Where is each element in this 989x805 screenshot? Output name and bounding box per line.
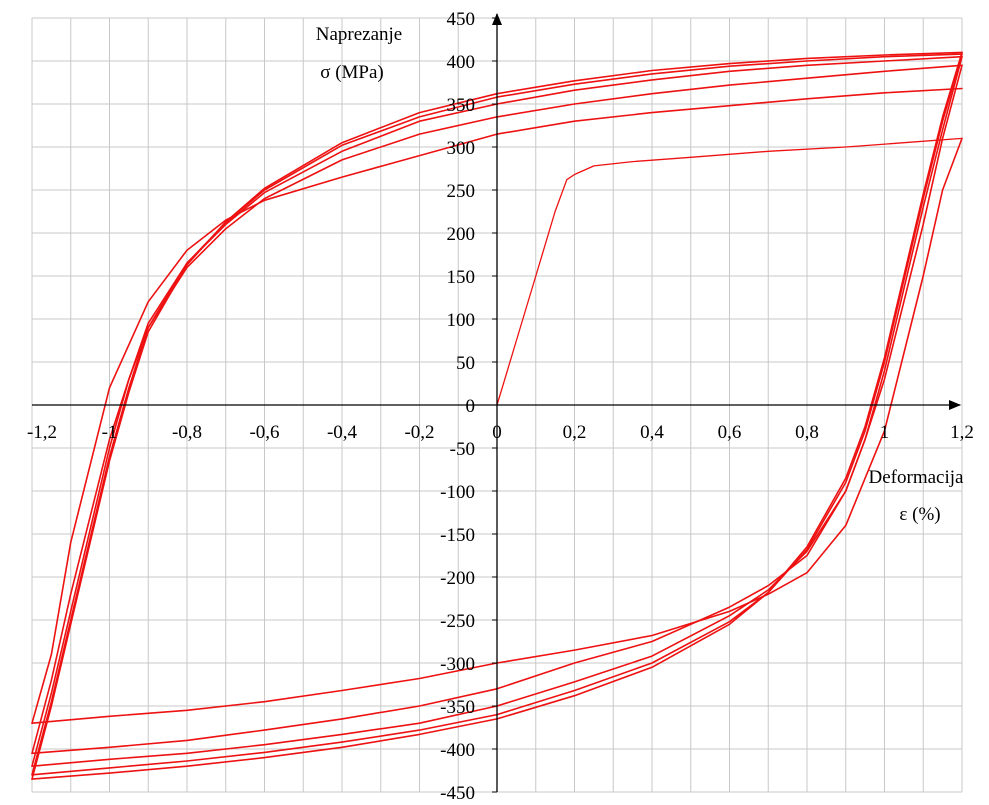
y-tick-label: -100 [440,482,475,503]
y-tick-label: -150 [440,525,475,546]
y-tick-label: -250 [440,611,475,632]
tick-labels: -1,2 -1 -0,8 -0,6 -0,4 -0,2 0 0,2 0,4 0,6 0,8 1 1,2 4… [27,9,974,804]
y-tick-label: 250 [447,181,476,202]
y-tick-label: 350 [447,95,476,116]
x-tick-label: 0 [492,422,502,443]
series-5-line [31,64,963,755]
axis-titles: Naprezanje σ (MPa) Deformacija ε (%) [316,24,964,525]
series-9-line [31,53,963,776]
y-tick-label: 150 [447,267,476,288]
series-3-line [31,87,963,725]
x-tick-label: -0,6 [249,422,279,443]
y-tick-label: -450 [440,783,475,804]
series-2-line [31,137,963,725]
series-6-line [31,55,963,768]
y-tick-label: -400 [440,740,475,761]
curves [31,51,963,780]
x-tick-label: 0,4 [640,422,664,443]
x-tick-label: 0,6 [718,422,742,443]
y-tick-label: -300 [440,654,475,675]
x-tick-label: -0,2 [404,422,434,443]
y-axis-title-line1: Naprezanje [316,24,403,45]
series-1-line [496,137,963,406]
series-8-line [31,53,963,776]
x-axis-title-line2: ε (%) [899,504,940,525]
y-tick-label: -200 [440,568,475,589]
y-axis-title-line2: σ (MPa) [320,62,384,83]
x-tick-label: -1,2 [27,422,57,443]
x-tick-label: -0,8 [172,422,202,443]
x-tick-label: 1 [880,422,890,443]
x-axis-title-line1: Deformacija [869,467,965,488]
y-tick-label: 50 [456,353,475,374]
y-tick-label: 100 [447,310,476,331]
y-tick-label: 450 [447,9,476,30]
series-10-line [31,51,963,780]
series-7-line [31,55,963,768]
series-4-line [31,64,963,755]
x-tick-label: -1 [102,422,118,443]
y-tick-label: 400 [447,52,476,73]
x-tick-label: 1,2 [950,422,974,443]
y-tick-label: 0 [466,396,476,417]
x-tick-label: 0,8 [795,422,819,443]
y-tick-label: -50 [450,439,475,460]
y-tick-label: 300 [447,138,476,159]
series-11-line [31,51,963,780]
y-tick-label: -350 [440,697,475,718]
y-tick-label: 200 [447,224,476,245]
x-tick-label: 0,2 [563,422,587,443]
x-tick-label: -0,4 [327,422,358,443]
